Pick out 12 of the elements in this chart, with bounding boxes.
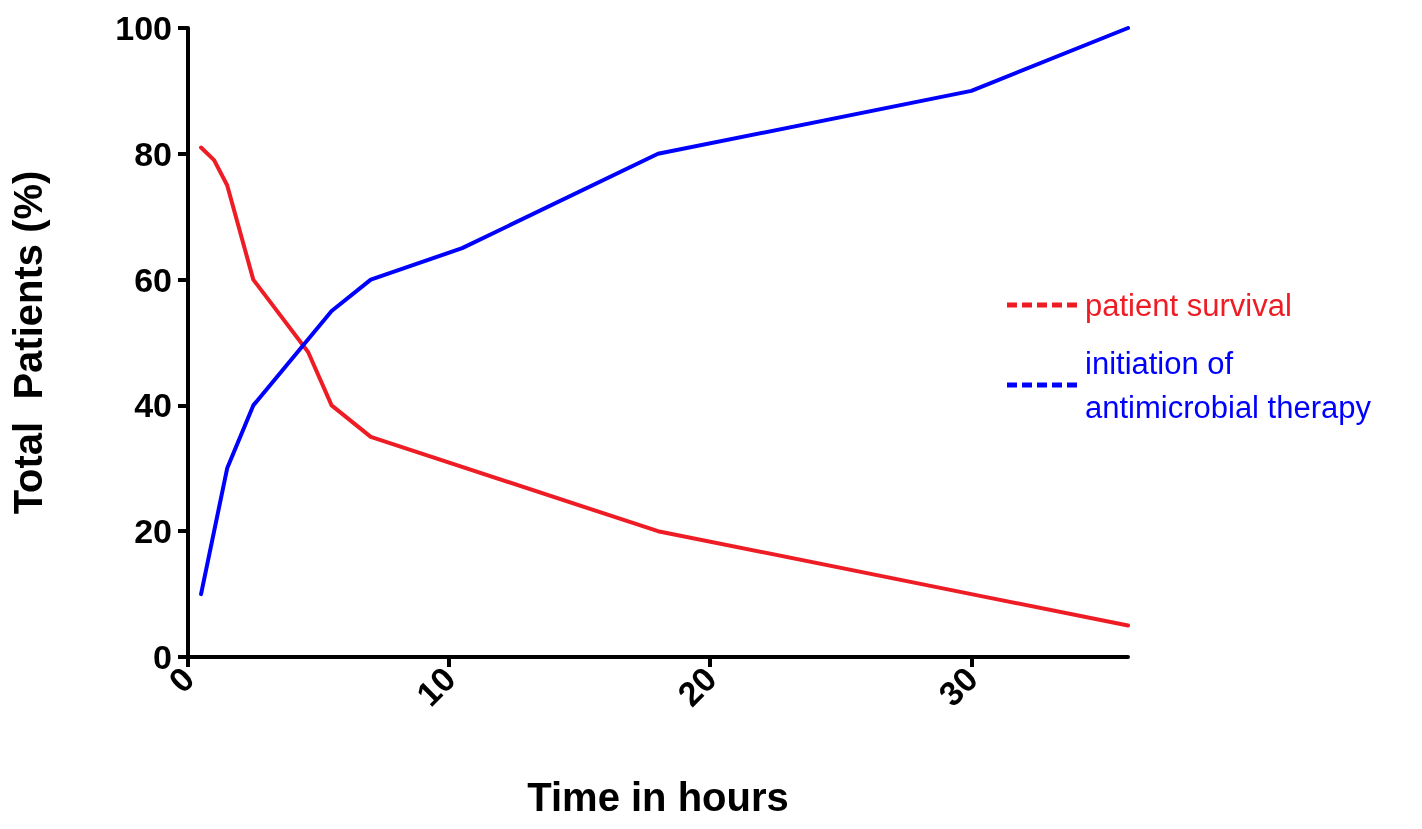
x-tick-label: 30 <box>931 659 985 714</box>
y-tick-label: 60 <box>134 260 172 299</box>
legend-label: initiation of antimicrobial therapy <box>1085 345 1372 425</box>
y-tick-label: 40 <box>134 386 172 425</box>
x-axis-title: Time in hours <box>527 775 789 819</box>
x-tick-label: 20 <box>670 659 724 714</box>
legend-label: patient survival <box>1085 287 1292 323</box>
x-tick-label: 10 <box>408 659 463 714</box>
y-tick-label: 100 <box>115 9 172 47</box>
y-tick-label: 20 <box>134 512 172 551</box>
y-axis-title: Total Patients (%) <box>6 170 50 515</box>
y-tick-label: 80 <box>134 134 172 173</box>
